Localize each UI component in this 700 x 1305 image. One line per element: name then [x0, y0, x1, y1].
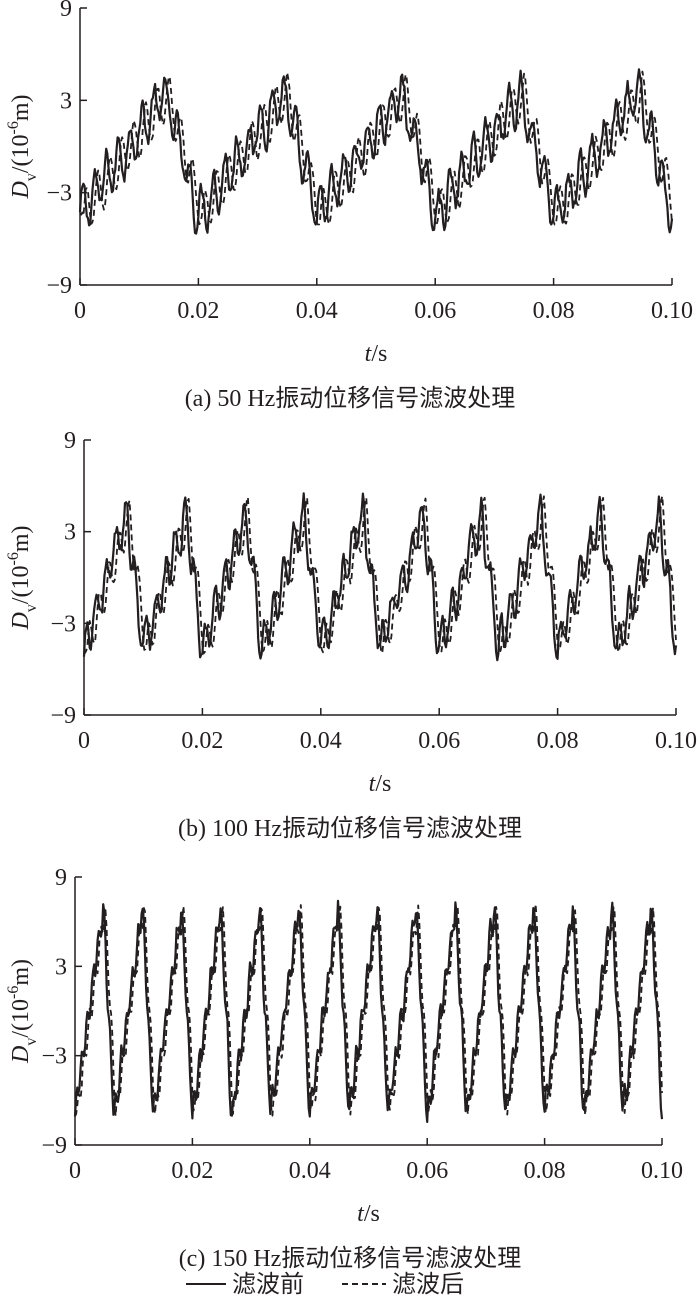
y-axis-title-unit-close: m) [8, 959, 34, 986]
x-tick-label: 0 [69, 1158, 81, 1184]
x-tick-label: 0.04 [289, 1158, 331, 1184]
y-tick-label: 9 [64, 428, 76, 454]
y-axis-title-sub: v [23, 173, 40, 181]
legend: 滤波前 滤波后 [186, 1271, 464, 1298]
y-tick-label: 9 [60, 0, 72, 22]
series-line-filtered [83, 495, 677, 655]
x-tick-label: 0.10 [651, 298, 693, 324]
x-tick-label: 0.04 [296, 298, 338, 324]
x-axis-title-unit: /s [364, 1201, 380, 1227]
series-line-filtered [74, 903, 663, 1117]
x-axis-title: t/s [365, 341, 388, 367]
y-axis-title-exp: -6 [5, 552, 22, 565]
x-axis-title-var: t [369, 771, 377, 797]
y-tick-label: −3 [41, 1044, 67, 1070]
y-tick-label: −9 [46, 273, 72, 299]
y-axis-title: Dv/(10-6m) [5, 959, 40, 1064]
y-axis-title-sub: v [23, 1038, 40, 1046]
y-axis-title: Dv/(10-6m) [5, 94, 40, 199]
x-tick-label: 0.02 [181, 728, 223, 754]
y-axis-title-var: D [8, 1046, 34, 1064]
y-axis-title-unit-close: m) [8, 525, 34, 552]
x-tick-label: 0.10 [655, 728, 697, 754]
legend-label: 滤波前 [232, 1271, 304, 1298]
y-axis-title-exp: -6 [5, 986, 22, 999]
x-tick-label: 0.04 [300, 728, 342, 754]
legend-label: 滤波后 [392, 1271, 464, 1298]
panel-caption: (b) 100 Hz振动位移信号滤波处理 [178, 815, 522, 842]
y-tick-label: 3 [60, 88, 72, 114]
y-tick-label: −9 [41, 1133, 67, 1159]
y-tick-label: −3 [50, 611, 76, 637]
x-tick-label: 0.06 [414, 298, 456, 324]
y-axis-title-unit-open: /(10 [8, 134, 34, 173]
x-axis-title: t/s [357, 1201, 380, 1227]
x-tick-label: 0 [78, 728, 90, 754]
y-tick-label: −9 [50, 703, 76, 729]
x-axis-title-var: t [357, 1201, 365, 1227]
x-tick-label: 0.06 [406, 1158, 448, 1184]
y-axis-title-unit-open: /(10 [8, 999, 34, 1038]
chart-panel-a: 9 3 −3 −90 0.02 0.04 0.06 0.08 0.10 t/s Dv/(10-6m)… [5, 0, 693, 412]
series-line-filtered [79, 70, 673, 227]
x-tick-label: 0 [74, 298, 86, 324]
chart-panel-b: 9 3 −3 −90 0.02 0.04 0.06 0.08 0.10 t/s Dv/(10-6m)… [5, 428, 697, 842]
y-tick-label: −3 [46, 181, 72, 207]
y-axis-title-var: D [8, 612, 34, 630]
y-axis-title-var: D [8, 181, 34, 199]
panel-caption: (a) 50 Hz振动位移信号滤波处理 [185, 385, 516, 412]
x-axis-title-unit: /s [371, 341, 387, 367]
x-tick-label: 0.08 [524, 1158, 566, 1184]
chart-panel-c: 9 3 −3 −90 0.02 0.04 0.06 0.08 0.10 t/s Dv/(10-6m)… [5, 865, 683, 1272]
x-tick-label: 0.06 [418, 728, 460, 754]
x-tick-label: 0.08 [533, 298, 575, 324]
series-line-raw [78, 68, 674, 235]
y-tick-label: 9 [55, 865, 67, 891]
y-tick-label: 3 [55, 954, 67, 980]
x-tick-label: 0.10 [641, 1158, 683, 1184]
x-tick-label: 0.02 [177, 298, 219, 324]
series-line-raw [73, 899, 664, 1123]
panel-caption: (c) 150 Hz振动位移信号滤波处理 [179, 1245, 522, 1272]
y-axis-title-unit-close: m) [8, 94, 34, 121]
x-axis-title-var: t [365, 341, 373, 367]
y-axis-title: Dv/(10-6m) [5, 525, 40, 630]
y-tick-label: 3 [64, 520, 76, 546]
x-tick-label: 0.08 [537, 728, 579, 754]
y-axis-title-sub: v [23, 604, 40, 612]
y-axis-title-exp: -6 [5, 121, 22, 134]
x-tick-label: 0.02 [171, 1158, 213, 1184]
y-axis-title-unit-open: /(10 [8, 565, 34, 604]
x-axis-title: t/s [369, 771, 392, 797]
x-axis-title-unit: /s [375, 771, 391, 797]
